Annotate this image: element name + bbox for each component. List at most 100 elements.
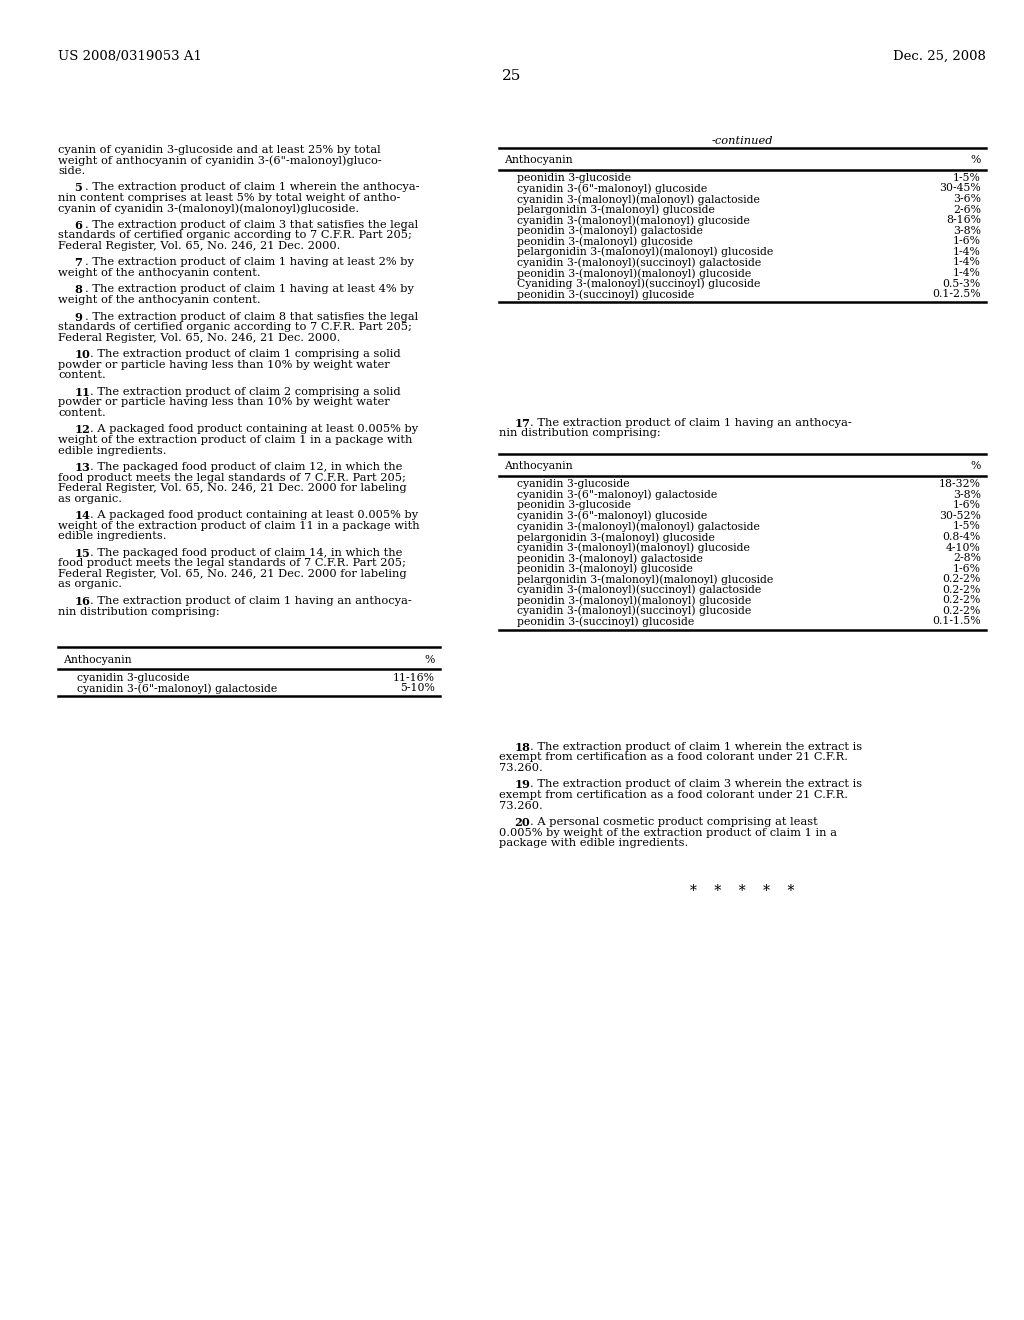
Text: cyanidin 3-(malonoyl)(malonoyl) galactoside: cyanidin 3-(malonoyl)(malonoyl) galactos… — [517, 194, 760, 205]
Text: 73.260.: 73.260. — [499, 763, 543, 774]
Text: 73.260.: 73.260. — [499, 800, 543, 810]
Text: 15: 15 — [75, 548, 90, 558]
Text: cyanidin 3-glucoside: cyanidin 3-glucoside — [77, 672, 189, 682]
Text: pelargonidin 3-(malonoyl)(malonoyl) glucoside: pelargonidin 3-(malonoyl)(malonoyl) gluc… — [517, 574, 773, 585]
Text: cyanidin 3-glucoside: cyanidin 3-glucoside — [517, 479, 630, 490]
Text: 3-8%: 3-8% — [953, 226, 981, 236]
Text: . The extraction product of claim 1 having at least 2% by: . The extraction product of claim 1 havi… — [85, 257, 414, 268]
Text: 20: 20 — [514, 817, 530, 828]
Text: . A packaged food product containing at least 0.005% by: . A packaged food product containing at … — [90, 425, 418, 434]
Text: 0.2-2%: 0.2-2% — [943, 585, 981, 595]
Text: cyanin of cyanidin 3-glucoside and at least 25% by total: cyanin of cyanidin 3-glucoside and at le… — [58, 145, 381, 154]
Text: peonidin 3-glucoside: peonidin 3-glucoside — [517, 173, 631, 183]
Text: . The extraction product of claim 8 that satisfies the legal: . The extraction product of claim 8 that… — [85, 312, 418, 322]
Text: 11-16%: 11-16% — [393, 672, 435, 682]
Text: peonidin 3-(malonoyl)(malonoyl) glucoside: peonidin 3-(malonoyl)(malonoyl) glucosid… — [517, 268, 752, 279]
Text: cyanidin 3-(6"-malonoyl) galactoside: cyanidin 3-(6"-malonoyl) galactoside — [517, 490, 718, 500]
Text: cyanidin 3-(malonoyl)(succinoyl) galactoside: cyanidin 3-(malonoyl)(succinoyl) galacto… — [517, 585, 762, 595]
Text: Federal Register, Vol. 65, No. 246, 21 Dec. 2000 for labeling: Federal Register, Vol. 65, No. 246, 21 D… — [58, 569, 407, 579]
Text: weight of the anthocyanin content.: weight of the anthocyanin content. — [58, 268, 261, 279]
Text: 3-8%: 3-8% — [953, 490, 981, 500]
Text: nin distribution comprising:: nin distribution comprising: — [58, 607, 220, 616]
Text: . A personal cosmetic product comprising at least: . A personal cosmetic product comprising… — [530, 817, 818, 828]
Text: 5-10%: 5-10% — [400, 684, 435, 693]
Text: . The extraction product of claim 3 that satisfies the legal: . The extraction product of claim 3 that… — [85, 219, 418, 230]
Text: side.: side. — [58, 166, 86, 176]
Text: peonidin 3-(malonoyl) galactoside: peonidin 3-(malonoyl) galactoside — [517, 226, 703, 236]
Text: content.: content. — [58, 370, 106, 380]
Text: 0.1-2.5%: 0.1-2.5% — [933, 289, 981, 300]
Text: 10: 10 — [75, 348, 90, 360]
Text: 1-6%: 1-6% — [953, 564, 981, 574]
Text: as organic.: as organic. — [58, 579, 123, 590]
Text: 0.2-2%: 0.2-2% — [943, 595, 981, 606]
Text: cyanidin 3-(6"-malonoyl) glucoside: cyanidin 3-(6"-malonoyl) glucoside — [517, 511, 708, 521]
Text: edible ingredients.: edible ingredients. — [58, 446, 167, 455]
Text: 2-8%: 2-8% — [953, 553, 981, 564]
Text: 30-52%: 30-52% — [939, 511, 981, 521]
Text: 1-6%: 1-6% — [953, 500, 981, 511]
Text: pelargonidin 3-(malonoyl)(malonoyl) glucoside: pelargonidin 3-(malonoyl)(malonoyl) gluc… — [517, 247, 773, 257]
Text: cyanidin 3-(malonoyl)(succinoyl) galactoside: cyanidin 3-(malonoyl)(succinoyl) galacto… — [517, 257, 762, 268]
Text: 1-5%: 1-5% — [953, 173, 981, 183]
Text: package with edible ingredients.: package with edible ingredients. — [499, 838, 688, 849]
Text: 0.2-2%: 0.2-2% — [943, 574, 981, 585]
Text: cyanin of cyanidin 3-(malonoyl)(malonoyl)glucoside.: cyanin of cyanidin 3-(malonoyl)(malonoyl… — [58, 203, 359, 214]
Text: 1-6%: 1-6% — [953, 236, 981, 247]
Text: 18: 18 — [514, 742, 530, 752]
Text: peonidin 3-(malonoyl) glucoside: peonidin 3-(malonoyl) glucoside — [517, 236, 693, 247]
Text: peonidin 3-(succinoyl) glucoside: peonidin 3-(succinoyl) glucoside — [517, 616, 694, 627]
Text: 0.2-2%: 0.2-2% — [943, 606, 981, 616]
Text: 16: 16 — [75, 597, 90, 607]
Text: 14: 14 — [75, 511, 90, 521]
Text: 0.5-3%: 0.5-3% — [943, 279, 981, 289]
Text: 0.8-4%: 0.8-4% — [943, 532, 981, 543]
Text: %: % — [425, 655, 435, 665]
Text: Federal Register, Vol. 65, No. 246, 21 Dec. 2000.: Federal Register, Vol. 65, No. 246, 21 D… — [58, 242, 341, 251]
Text: cyanidin 3-(6"-malonoyl) glucoside: cyanidin 3-(6"-malonoyl) glucoside — [517, 183, 708, 194]
Text: Dec. 25, 2008: Dec. 25, 2008 — [893, 50, 986, 63]
Text: pelargonidin 3-(malonoyl) glucoside: pelargonidin 3-(malonoyl) glucoside — [517, 205, 715, 215]
Text: 0.1-1.5%: 0.1-1.5% — [933, 616, 981, 627]
Text: %: % — [971, 154, 981, 165]
Text: 13: 13 — [75, 462, 90, 473]
Text: 8-16%: 8-16% — [946, 215, 981, 226]
Text: . The extraction product of claim 1 comprising a solid: . The extraction product of claim 1 comp… — [90, 348, 400, 359]
Text: peonidin 3-glucoside: peonidin 3-glucoside — [517, 500, 631, 511]
Text: Cyaniding 3-(malonoyl)(succinoyl) glucoside: Cyaniding 3-(malonoyl)(succinoyl) glucos… — [517, 279, 761, 289]
Text: . The packaged food product of claim 12, in which the: . The packaged food product of claim 12,… — [90, 462, 402, 473]
Text: Anthocyanin: Anthocyanin — [504, 461, 572, 471]
Text: 7: 7 — [75, 257, 82, 268]
Text: powder or particle having less than 10% by weight water: powder or particle having less than 10% … — [58, 360, 390, 370]
Text: standards of certified organic according to 7 C.F.R. Part 205;: standards of certified organic according… — [58, 322, 413, 333]
Text: . The extraction product of claim 3 wherein the extract is: . The extraction product of claim 3 wher… — [530, 779, 862, 789]
Text: 11: 11 — [75, 387, 90, 397]
Text: 1-4%: 1-4% — [953, 268, 981, 279]
Text: Federal Register, Vol. 65, No. 246, 21 Dec. 2000 for labeling: Federal Register, Vol. 65, No. 246, 21 D… — [58, 483, 407, 494]
Text: edible ingredients.: edible ingredients. — [58, 532, 167, 541]
Text: 6: 6 — [75, 219, 82, 231]
Text: -continued: -continued — [712, 136, 773, 147]
Text: *    *    *    *    *: * * * * * — [690, 884, 795, 899]
Text: Anthocyanin: Anthocyanin — [63, 655, 132, 665]
Text: peonidin 3-(succinoyl) glucoside: peonidin 3-(succinoyl) glucoside — [517, 289, 694, 300]
Text: 12: 12 — [75, 425, 90, 436]
Text: peonidin 3-(malonoyl)(malonoyl) glucoside: peonidin 3-(malonoyl)(malonoyl) glucosid… — [517, 595, 752, 606]
Text: exempt from certification as a food colorant under 21 C.F.R.: exempt from certification as a food colo… — [499, 789, 848, 800]
Text: . The extraction product of claim 1 having an anthocya-: . The extraction product of claim 1 havi… — [90, 597, 412, 606]
Text: Federal Register, Vol. 65, No. 246, 21 Dec. 2000.: Federal Register, Vol. 65, No. 246, 21 D… — [58, 333, 341, 343]
Text: 1-4%: 1-4% — [953, 257, 981, 268]
Text: food product meets the legal standards of 7 C.F.R. Part 205;: food product meets the legal standards o… — [58, 558, 407, 569]
Text: . The packaged food product of claim 14, in which the: . The packaged food product of claim 14,… — [90, 548, 402, 558]
Text: 9: 9 — [75, 312, 82, 322]
Text: cyanidin 3-(malonoyl)(malonoyl) glucoside: cyanidin 3-(malonoyl)(malonoyl) glucosid… — [517, 215, 750, 226]
Text: 4-10%: 4-10% — [946, 543, 981, 553]
Text: as organic.: as organic. — [58, 494, 123, 504]
Text: %: % — [971, 461, 981, 471]
Text: 2-6%: 2-6% — [953, 205, 981, 215]
Text: peonidin 3-(malonoyl) galactoside: peonidin 3-(malonoyl) galactoside — [517, 553, 703, 564]
Text: US 2008/0319053 A1: US 2008/0319053 A1 — [58, 50, 203, 63]
Text: . The extraction product of claim 1 having at least 4% by: . The extraction product of claim 1 havi… — [85, 285, 414, 294]
Text: powder or particle having less than 10% by weight water: powder or particle having less than 10% … — [58, 397, 390, 408]
Text: . The extraction product of claim 1 wherein the extract is: . The extraction product of claim 1 wher… — [530, 742, 862, 752]
